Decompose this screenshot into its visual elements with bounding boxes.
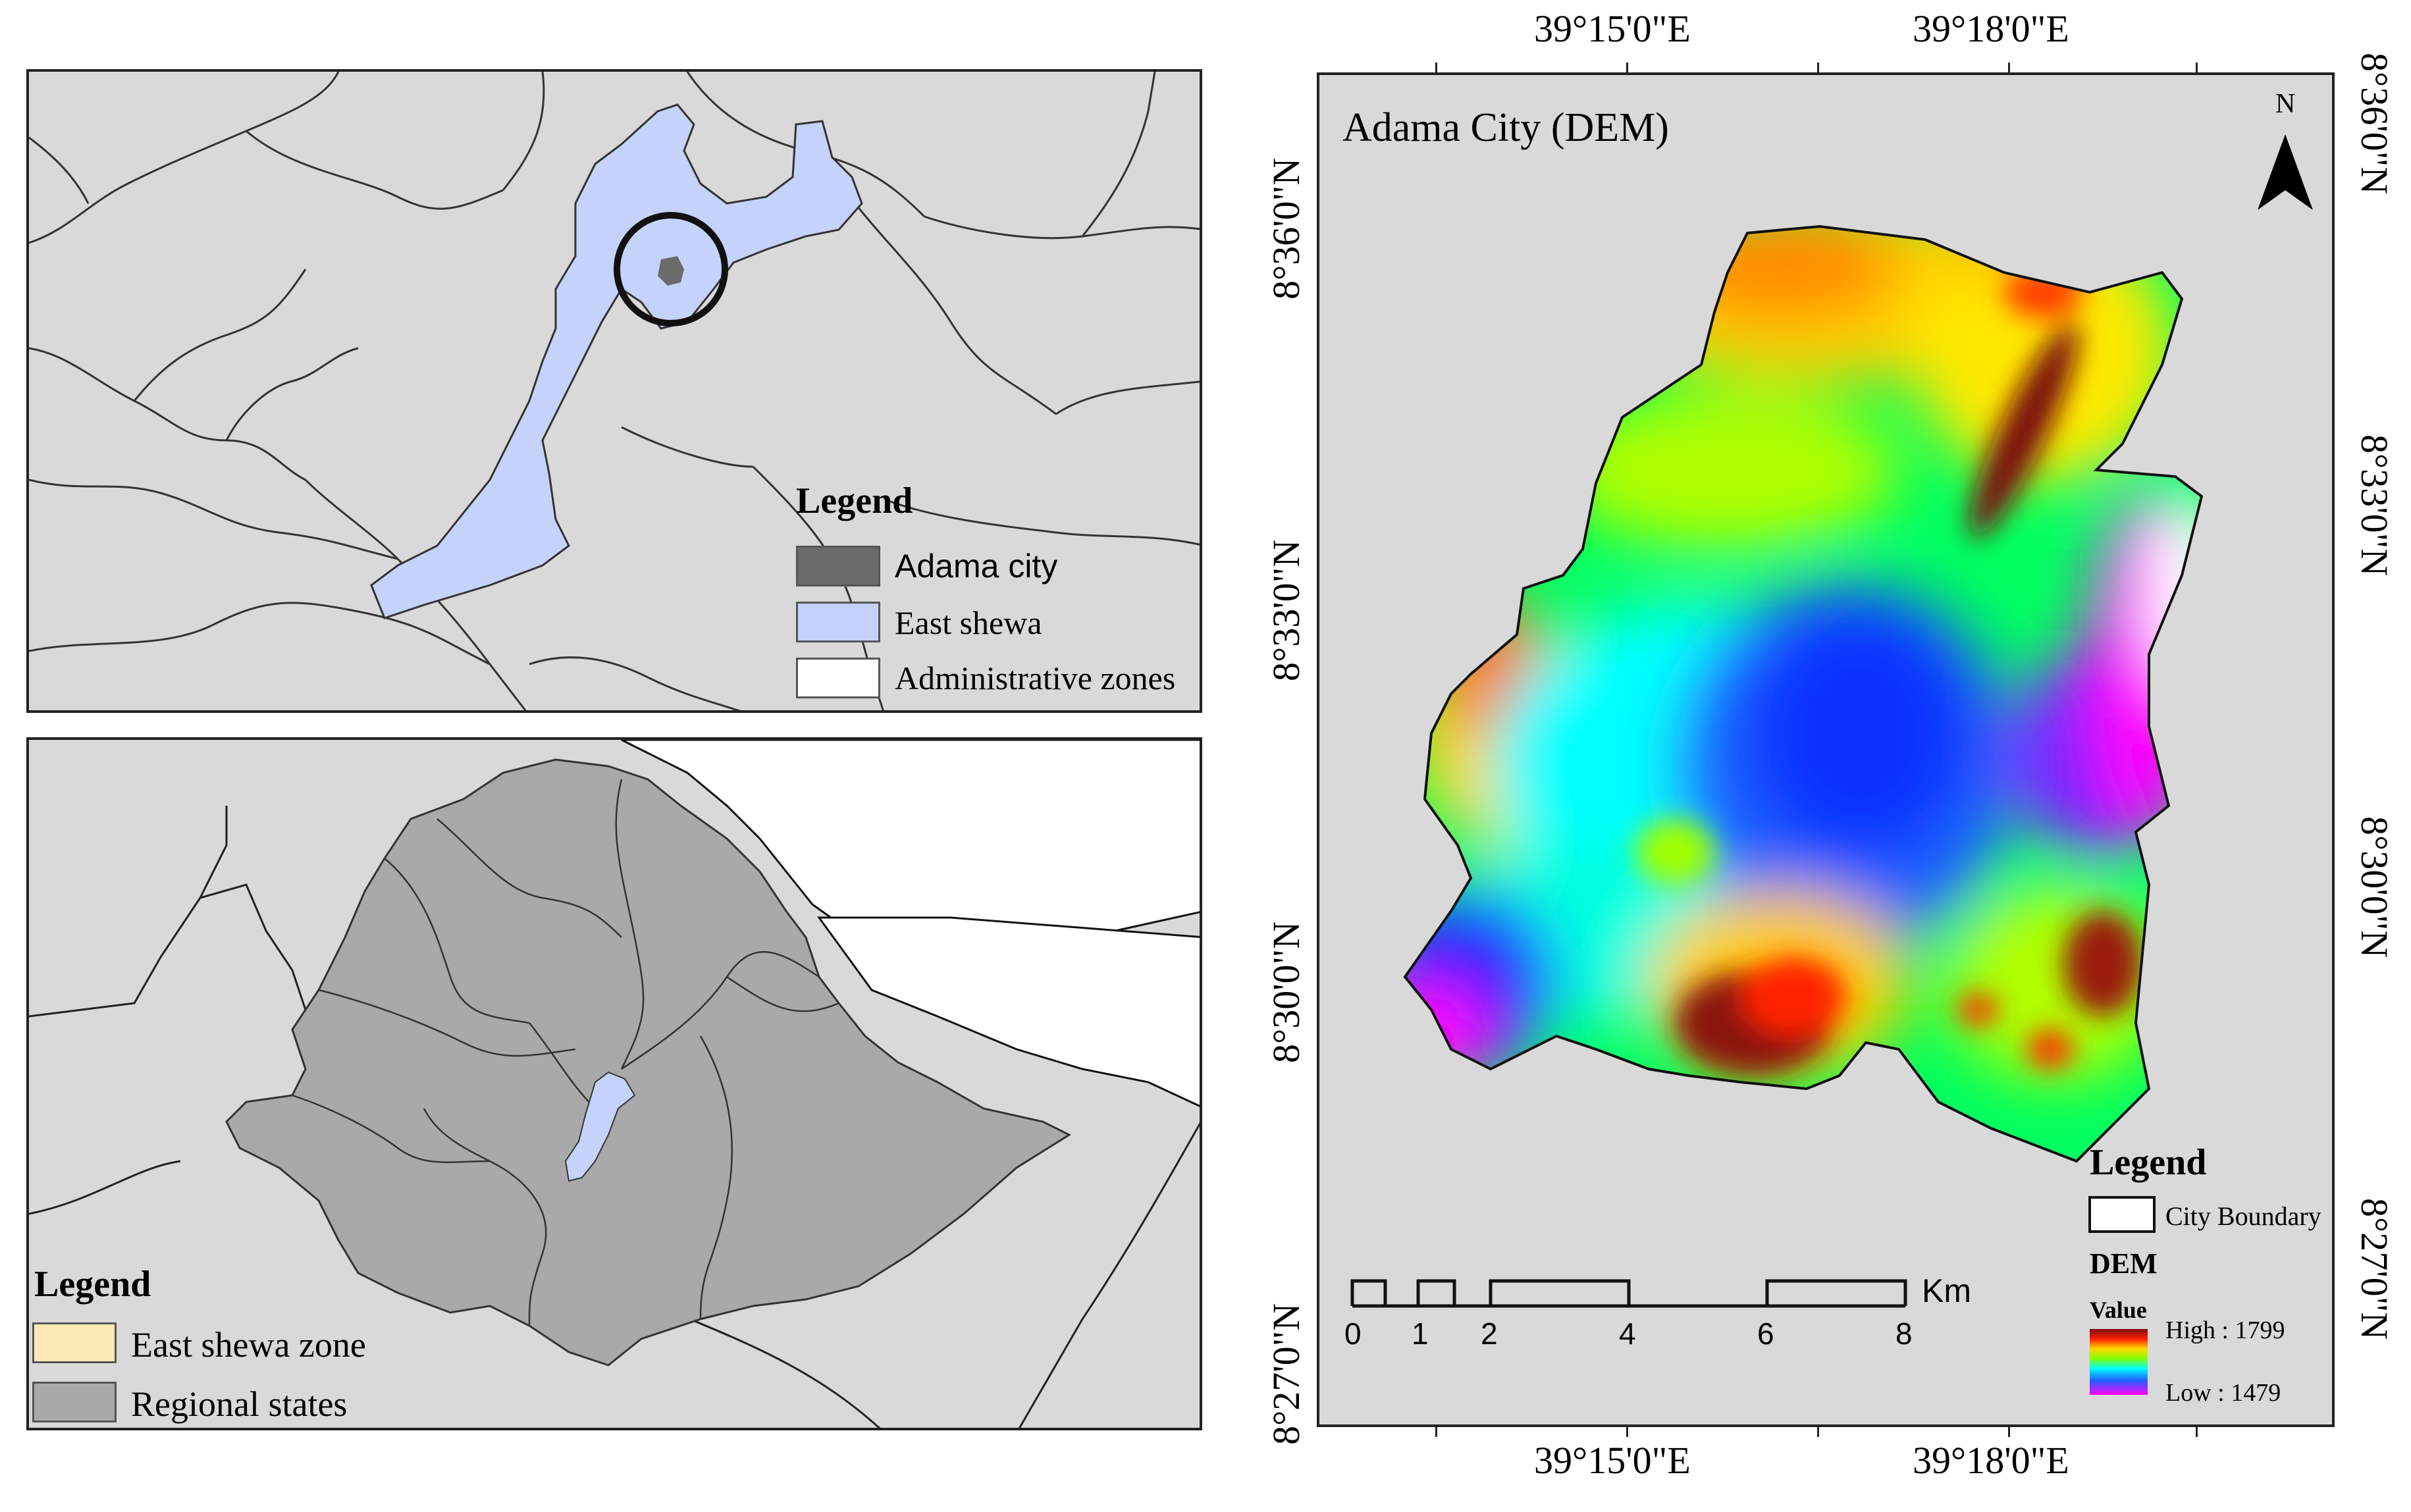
left-lat-label-4: 8°27'0"N <box>1265 1303 1308 1445</box>
graticule-tick <box>1435 63 1437 72</box>
adama-highlight-circle <box>614 212 728 326</box>
scale-tick-4: 4 <box>1619 1316 1636 1351</box>
dem-raster-svg <box>1350 134 2313 1395</box>
dem-high-label: High : 1799 <box>2165 1316 2285 1344</box>
right-lat-label-3: 8°30'0"N <box>2353 816 2396 958</box>
right-lat-label-4: 8°27'0"N <box>2353 1198 2396 1340</box>
scale-tick-6: 6 <box>1757 1316 1774 1351</box>
adama-city-legend-label: Adama city <box>895 548 1058 585</box>
dem-map: Adama City (DEM) N 0 1 2 4 6 8 Km Legend… <box>1317 72 2335 1427</box>
graticule-tick <box>1626 1427 1628 1437</box>
city-boundary-swatch <box>2088 1196 2156 1233</box>
city-boundary <box>1403 224 2204 1163</box>
top-lon-label-1: 39°15'0"E <box>1534 7 1691 50</box>
left-lat-label-3: 8°30'0"N <box>1265 921 1308 1063</box>
right-lat-label-1: 8°36'0"N <box>2353 53 2396 195</box>
zones-locator-map: Legend Adama city East shewa Administrat… <box>26 69 1202 713</box>
east-shewa-swatch <box>796 602 880 642</box>
east-shewa-legend-label: East shewa <box>895 604 1042 641</box>
graticule-tick <box>2008 1427 2010 1437</box>
north-arrow-icon <box>2258 134 2313 210</box>
scale-tick-0: 0 <box>1344 1316 1362 1351</box>
city-boundary-legend-label: City Boundary <box>2165 1201 2321 1231</box>
adama-city-shape <box>658 256 684 286</box>
ethiopia-locator-map: Legend East shewa zone Regional states <box>26 737 1202 1430</box>
scale-bar <box>1350 1279 1907 1308</box>
ethiopia-regional-states <box>225 758 1072 1367</box>
graticule-tick <box>2008 63 2010 72</box>
ethiopia-legend-title: Legend <box>34 1264 151 1305</box>
east-shewa-in-ethiopia <box>564 1071 636 1182</box>
east-shewa-zone-swatch <box>32 1322 117 1363</box>
dem-legend-value-label: Value <box>2090 1297 2147 1323</box>
scale-unit: Km <box>1922 1272 1971 1309</box>
graticule-tick <box>1817 1427 1819 1437</box>
bottom-lon-label-2: 39°18'0"E <box>1913 1439 2069 1482</box>
regional-states-legend-label: Regional states <box>131 1384 348 1424</box>
dem-map-title: Adama City (DEM) <box>1342 105 1669 150</box>
graticule-tick <box>1626 63 1628 72</box>
graticule-tick <box>1435 1427 1437 1437</box>
scale-tick-2: 2 <box>1481 1316 1498 1351</box>
right-lat-label-2: 8°33'0"N <box>2353 434 2396 577</box>
east-shewa-region <box>370 103 863 619</box>
gulf-of-aden-water <box>817 916 1200 1107</box>
scale-tick-1: 1 <box>1412 1316 1429 1351</box>
dem-color-ramp <box>2090 1329 2148 1395</box>
dem-legend-dem-label: DEM <box>2090 1247 2158 1280</box>
bottom-lon-label-1: 39°15'0"E <box>1534 1439 1691 1482</box>
zones-legend-title: Legend <box>796 481 913 521</box>
scale-tick-8: 8 <box>1895 1316 1913 1351</box>
graticule-tick <box>2196 63 2198 72</box>
left-lat-label-1: 8°36'0"N <box>1265 157 1308 300</box>
east-shewa-zone-legend-label: East shewa zone <box>131 1325 366 1365</box>
dem-low-label: Low : 1479 <box>2165 1379 2281 1407</box>
left-lat-label-2: 8°33'0"N <box>1265 539 1308 681</box>
north-label: N <box>2275 89 2296 119</box>
adama-city-swatch <box>796 546 880 587</box>
admin-zones-swatch <box>796 658 880 698</box>
zones-map-svg <box>29 72 1200 710</box>
top-lon-label-2: 39°18'0"E <box>1913 7 2069 50</box>
ethiopia-map-svg <box>29 740 1200 1428</box>
regional-states-swatch <box>32 1382 117 1422</box>
graticule-tick <box>2196 1427 2198 1437</box>
admin-zones-legend-label: Administrative zones <box>895 660 1176 696</box>
dem-legend-title: Legend <box>2090 1142 2207 1183</box>
graticule-tick <box>1817 63 1819 72</box>
